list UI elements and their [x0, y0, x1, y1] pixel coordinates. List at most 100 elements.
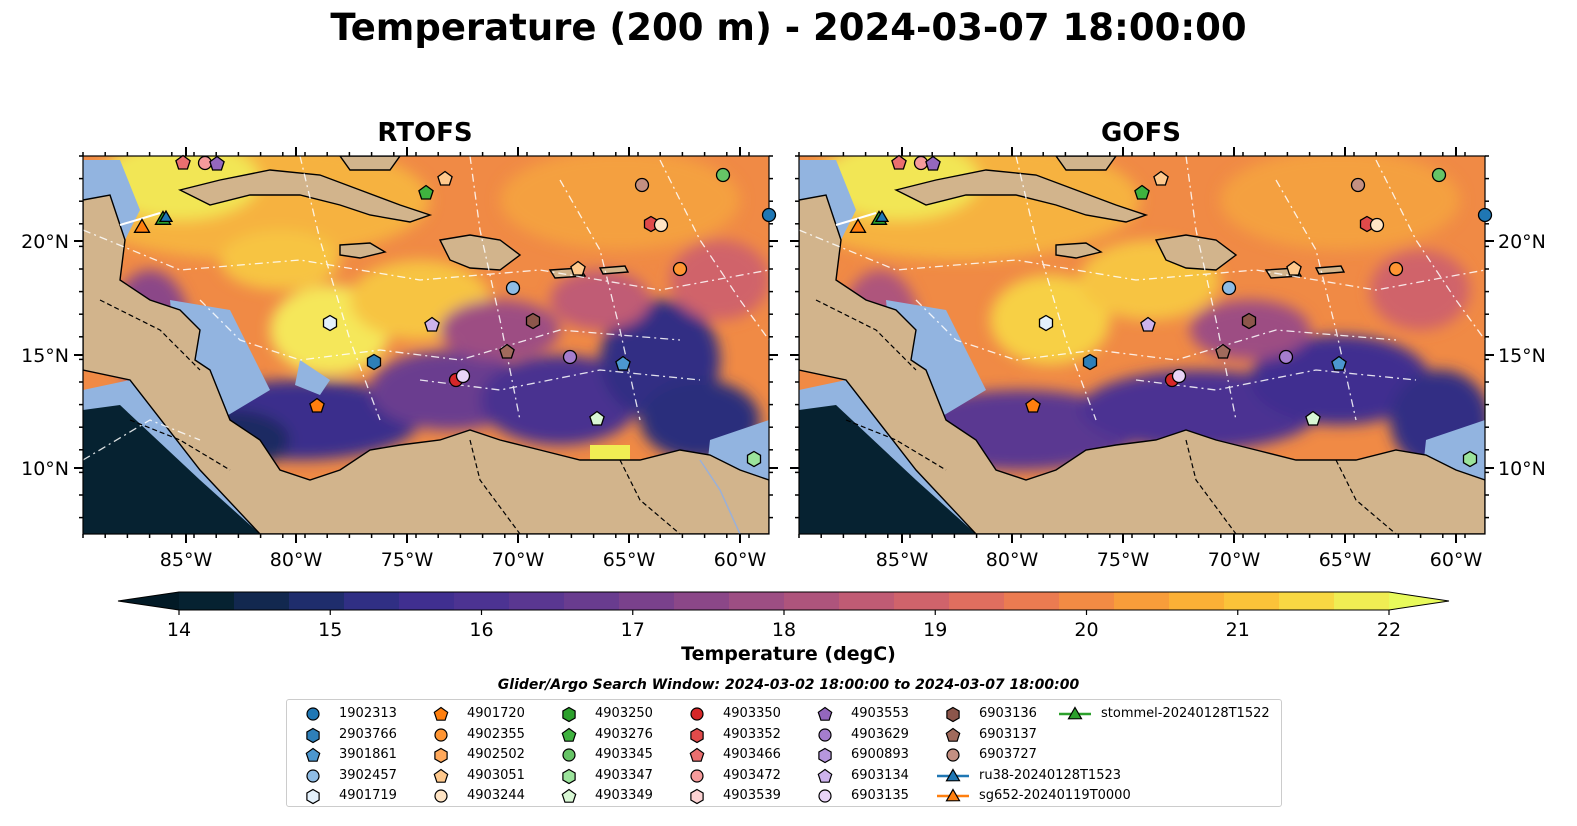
colorbar-tick-label: 16: [469, 619, 493, 640]
legend-label: 4903352: [723, 726, 781, 742]
marker-3902457: [505, 280, 521, 296]
legend-label: 4901720: [467, 706, 525, 721]
colorbar-bin: [894, 592, 950, 610]
legend-label: 1902313: [339, 706, 397, 721]
legend-marker-icon: [562, 748, 576, 762]
legend-label: 4903345: [595, 747, 653, 762]
colorbar-tick-label: 18: [772, 619, 796, 640]
search-window-text: Glider/Argo Search Window: 2024-03-02 18…: [497, 677, 1080, 693]
x-tick-label: 65°W: [1319, 549, 1372, 571]
panel-title-rtofs: RTOFS: [377, 118, 473, 148]
colorbar-tick-label: 15: [318, 619, 342, 640]
legend-marker-icon: [434, 747, 448, 764]
marker-4903345: [715, 167, 731, 183]
x-tick-label: 70°W: [1208, 549, 1261, 571]
x-tick-label: 75°W: [381, 549, 434, 571]
marker-4903051: [1153, 170, 1169, 186]
legend-marker-icon: [937, 767, 969, 781]
colorbar-bin: [1114, 592, 1170, 610]
legend-marker-icon: [305, 747, 321, 762]
colorbar-tick-label: 14: [167, 619, 191, 640]
marker-2903766: [366, 353, 382, 371]
x-tick-label: 60°W: [714, 549, 767, 571]
marker-6903136: [525, 312, 541, 330]
marker-4903349: [589, 410, 605, 426]
legend-marker-icon: [562, 768, 576, 784]
glider-ru38: [874, 209, 890, 223]
map-panel-gofs: [799, 156, 1485, 534]
legend-label: 2903766: [339, 726, 397, 742]
marker-4903553: [209, 155, 225, 171]
colorbar-bin: [289, 592, 345, 610]
colorbar-bin: [784, 592, 840, 610]
legend-marker-icon: [306, 788, 320, 805]
x-tick-label: 60°W: [1430, 549, 1483, 571]
marker-6903136: [1241, 312, 1257, 330]
legend-label: 4903350: [723, 706, 781, 721]
legend-label: 4902355: [467, 726, 525, 742]
legend-marker-icon: [434, 789, 448, 803]
colorbar-tick-label: 22: [1377, 619, 1401, 640]
marker-4901720: [309, 397, 325, 413]
marker-6903137: [1215, 343, 1231, 359]
legend-marker-icon: [689, 747, 705, 762]
marker-6903134: [1140, 316, 1156, 332]
legend: 1902313 2903766 3901861 3902457 4901719 49017…: [286, 699, 1282, 807]
x-tick-label: 65°W: [603, 549, 656, 571]
legend-marker-icon: [690, 788, 704, 805]
colorbar-bin: [509, 592, 565, 610]
panel-title-gofs: GOFS: [1101, 118, 1181, 148]
legend-marker-icon: [433, 706, 449, 721]
colorbar-bin: [1004, 592, 1060, 610]
colorbar-bin: [1169, 592, 1225, 610]
colorbar: 14 15 16 17 18 19 20 21 22: [117, 591, 1450, 640]
marker-4903472: [197, 155, 213, 171]
legend-marker-icon: [817, 768, 833, 783]
colorbar-bin: [1059, 592, 1115, 610]
legend-marker-icon: [818, 727, 832, 742]
legend-marker-icon: [817, 706, 833, 721]
y-tick-label-right: 20°N: [1498, 231, 1546, 253]
country-borders: [99, 299, 681, 534]
marker-4903051: [570, 260, 586, 276]
legend-label: 4903553: [851, 706, 909, 721]
eez-boundaries: [83, 156, 769, 461]
legend-marker-icon: [561, 788, 577, 803]
colorbar-bin: [344, 592, 400, 610]
legend-marker-icon: [306, 768, 320, 783]
marker-1902313: [761, 207, 777, 223]
legend-label: 4903276: [595, 726, 653, 742]
legend-marker-icon: [306, 707, 320, 721]
marker-4903276: [1134, 184, 1150, 200]
legend-marker-icon: [946, 706, 960, 723]
marker-1902313: [1477, 207, 1493, 223]
legend-label: 4903347: [595, 767, 653, 783]
glider-sg652: [849, 218, 867, 233]
legend-marker-icon: [818, 747, 832, 764]
colorbar-tick-label: 21: [1226, 619, 1250, 640]
marker-4903347: [746, 450, 762, 468]
y-tick-label-right: 15°N: [1498, 345, 1546, 367]
x-tick-label: 80°W: [986, 549, 1039, 571]
marker-6903134: [424, 316, 440, 332]
legend-label: stommel-20240128T1522: [1101, 706, 1270, 721]
legend-label: sg652-20240119T0000: [979, 788, 1131, 803]
marker-6903135: [455, 368, 471, 384]
marker-4901719: [322, 314, 338, 332]
legend-label: 4903250: [595, 706, 653, 721]
legend-label: 4903349: [595, 788, 653, 803]
legend-label: 4903472: [723, 767, 781, 783]
marker-4901720: [1025, 397, 1041, 413]
country-borders: [815, 299, 1397, 534]
legend-label: 6903727: [979, 747, 1037, 762]
marker-4903466: [175, 154, 191, 170]
colorbar-bin: [1334, 592, 1390, 610]
legend-label: ru38-20240128T1523: [979, 767, 1122, 783]
marker-6903727: [1350, 177, 1366, 193]
marker-2903766: [1082, 353, 1098, 371]
legend-label: 4903539: [723, 788, 781, 803]
x-tick-label: 85°W: [876, 549, 929, 571]
marker-4903553: [925, 155, 941, 171]
colorbar-bin: [619, 592, 675, 610]
marker-4903349: [1305, 410, 1321, 426]
